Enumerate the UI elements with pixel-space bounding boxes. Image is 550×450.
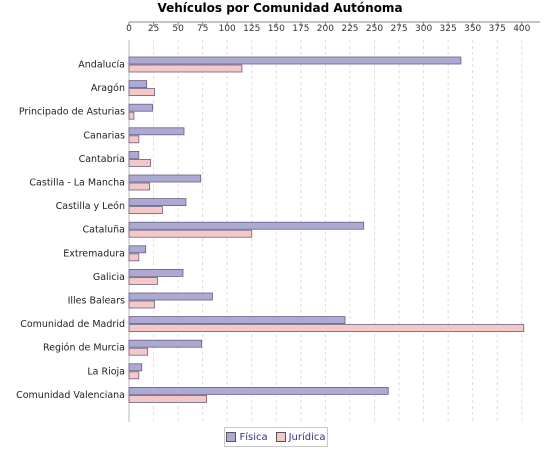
- chart-title: Vehículos por Comunidad Autónoma: [157, 1, 402, 15]
- legend-item-juridica: Jurídica: [275, 431, 326, 443]
- bar-juridica: [128, 64, 243, 73]
- bar-juridica: [128, 324, 525, 333]
- bar-fisica: [128, 268, 184, 277]
- x-tick-label: 250: [366, 24, 383, 34]
- x-tick-label: 375: [489, 24, 506, 34]
- bar-juridica: [128, 111, 135, 120]
- legend-swatch-fisica: [226, 432, 237, 442]
- grid-lines: [128, 40, 523, 422]
- category-label: Castilla y León: [56, 201, 125, 212]
- x-tick-label: 125: [243, 24, 260, 34]
- category-labels: Andalucía Aragón Principado de Asturias Can…: [16, 60, 125, 401]
- bar-juridica: [128, 300, 155, 309]
- category-label: Comunidad de Madrid: [20, 319, 125, 330]
- x-tick-label: 0: [126, 24, 132, 34]
- legend-label-fisica: Física: [239, 431, 268, 443]
- bar-fisica: [128, 245, 147, 254]
- bar-juridica: [128, 88, 155, 96]
- x-tick-label: 25: [148, 24, 159, 34]
- bar-juridica: [128, 276, 158, 285]
- bars: [128, 56, 525, 403]
- bar-fisica: [128, 221, 365, 230]
- bar-juridica: [128, 371, 140, 380]
- x-tick-label: 275: [390, 24, 407, 34]
- category-label: Castilla - La Mancha: [29, 178, 125, 189]
- x-tick-label: 400: [513, 24, 530, 34]
- x-tick-label: 300: [415, 24, 432, 34]
- bar-fisica: [128, 198, 187, 207]
- category-label: Cantabria: [79, 154, 125, 165]
- bar-fisica: [128, 103, 153, 112]
- bar-juridica: [128, 182, 151, 191]
- bar-fisica: [128, 174, 202, 183]
- category-label: Cataluña: [82, 225, 125, 236]
- bar-juridica: [128, 229, 253, 238]
- bar-fisica: [128, 292, 213, 301]
- bar-juridica: [128, 158, 152, 167]
- x-tick-label: 325: [440, 24, 457, 34]
- x-tick-label: 200: [317, 24, 334, 34]
- bar-fisica: [128, 150, 140, 159]
- legend: Física Jurídica: [224, 427, 328, 447]
- x-tick-label: 350: [464, 24, 481, 34]
- category-label: Andalucía: [78, 60, 125, 71]
- legend-swatch-juridica: [275, 432, 286, 442]
- legend-item-fisica: Física: [226, 431, 268, 443]
- category-label: La Rioja: [87, 366, 125, 377]
- bar-fisica: [128, 363, 143, 372]
- category-label: Aragón: [91, 83, 125, 94]
- x-tick-label: 100: [219, 24, 236, 34]
- bar-juridica: [128, 253, 140, 262]
- bar-fisica: [128, 316, 346, 325]
- x-tick-label: 75: [197, 24, 208, 34]
- bar-fisica: [128, 339, 203, 348]
- x-tick-label: 50: [172, 24, 184, 34]
- bar-fisica: [128, 80, 148, 88]
- x-tick-label: 175: [292, 24, 309, 34]
- x-tick-label: 150: [268, 24, 285, 34]
- bar-juridica: [128, 135, 140, 144]
- category-label: Illes Balears: [68, 296, 125, 307]
- bar-fisica: [128, 56, 462, 65]
- x-axis: 0 25 50 75 100 125 150 175 200 225 250 275 300 325 350…: [126, 21, 540, 34]
- category-label: Comunidad Valenciana: [16, 390, 125, 401]
- x-tick-label: 225: [341, 24, 358, 34]
- bar-juridica: [128, 206, 163, 215]
- bar-fisica: [128, 127, 185, 136]
- category-label: Región de Murcia: [43, 343, 125, 354]
- bar-juridica: [128, 394, 207, 403]
- legend-label-juridica: Jurídica: [288, 431, 326, 443]
- category-label: Canarias: [83, 130, 125, 141]
- category-label: Principado de Asturias: [19, 107, 125, 118]
- bar-juridica: [128, 347, 149, 356]
- bar-fisica: [128, 386, 389, 395]
- category-label: Extremadura: [63, 248, 125, 259]
- category-label: Galicia: [93, 272, 125, 283]
